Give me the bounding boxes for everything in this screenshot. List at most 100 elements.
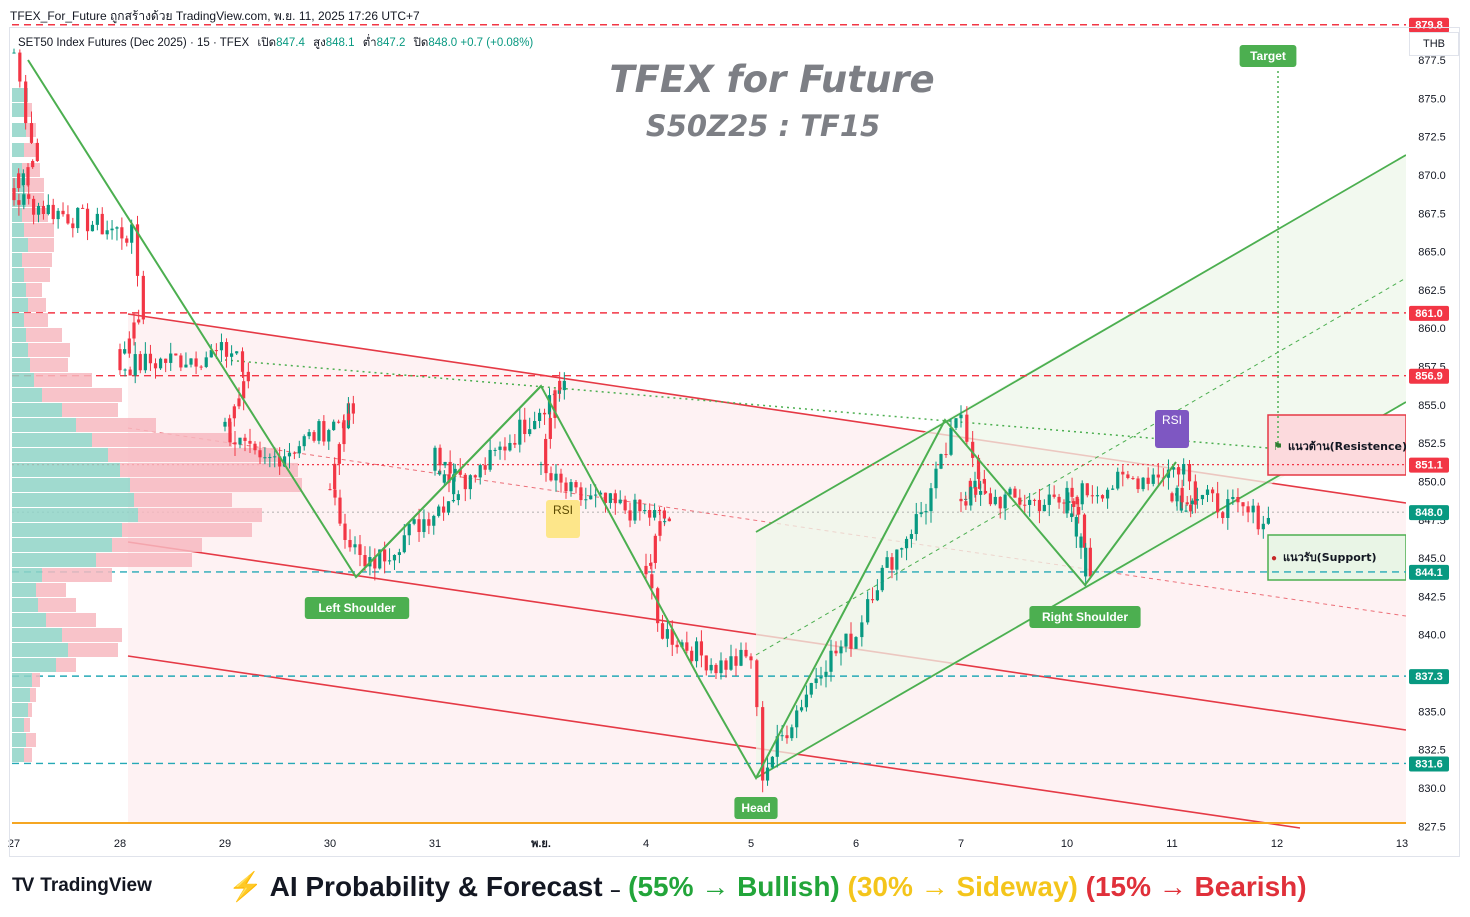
zone-text-1: แนวรับ(Support) bbox=[1283, 551, 1376, 564]
price-label-0: 879.8 bbox=[1415, 20, 1443, 32]
candle-body bbox=[548, 417, 552, 439]
candle-body bbox=[417, 519, 421, 533]
candle-body bbox=[949, 427, 953, 455]
candle-body bbox=[1184, 510, 1188, 512]
candle-body bbox=[1141, 477, 1145, 490]
candle-body bbox=[378, 549, 382, 569]
forecast-prefix: ⚡ AI Probability & Forecast bbox=[228, 871, 603, 902]
candle-body bbox=[498, 446, 502, 450]
candle-body bbox=[613, 493, 617, 504]
candle-body bbox=[1193, 481, 1197, 505]
candle-body bbox=[412, 519, 416, 524]
vp-sell-39 bbox=[30, 688, 36, 702]
candle-body bbox=[32, 198, 36, 215]
candle-body bbox=[268, 457, 272, 459]
candle-body bbox=[488, 449, 492, 470]
candle-body bbox=[844, 633, 848, 647]
candle-body bbox=[478, 465, 482, 478]
vp-buy-24 bbox=[12, 463, 120, 477]
vp-buy-22 bbox=[12, 433, 92, 447]
candle-body bbox=[297, 446, 301, 454]
y-tick-13: 860.0 bbox=[1418, 323, 1446, 335]
candle-body bbox=[988, 493, 993, 505]
candle-body bbox=[554, 473, 558, 481]
candle-body bbox=[253, 443, 257, 451]
candle-body bbox=[959, 498, 963, 502]
candle-body bbox=[233, 442, 237, 445]
candle-body bbox=[1088, 547, 1092, 577]
pattern-ls-leg bbox=[355, 385, 542, 578]
candle-body bbox=[46, 204, 50, 215]
candle-body bbox=[1037, 499, 1042, 512]
x-tick-12: 12 bbox=[1271, 838, 1283, 850]
candle-body bbox=[452, 474, 456, 495]
vp-sell-16 bbox=[28, 343, 70, 357]
candle-body bbox=[1187, 464, 1192, 482]
candle-body bbox=[132, 322, 136, 339]
symbol-name[interactable]: SET50 Index Futures (Dec 2025) · 15 · TF… bbox=[18, 37, 250, 49]
channel-lower-line bbox=[127, 655, 1301, 829]
vp-sell-32 bbox=[36, 583, 66, 597]
candle-body bbox=[974, 487, 978, 495]
candle-body bbox=[749, 656, 753, 661]
vp-sell-3 bbox=[24, 143, 38, 157]
candle-body bbox=[128, 369, 132, 376]
currency-button[interactable]: THB bbox=[1409, 32, 1459, 56]
candle-body bbox=[169, 353, 173, 363]
candle-body bbox=[919, 512, 923, 515]
candle-body bbox=[755, 660, 759, 708]
candle-body bbox=[564, 482, 568, 492]
candle-body bbox=[993, 496, 997, 505]
price-axis[interactable]: 827.5830.0832.5835.0837.5840.0842.5845.0… bbox=[1406, 17, 1459, 854]
vp-buy-42 bbox=[12, 733, 26, 747]
pattern-label-bg bbox=[1029, 606, 1141, 628]
candle-body bbox=[1080, 483, 1084, 505]
price-label-bg-1 bbox=[1409, 305, 1449, 321]
candle-body bbox=[648, 510, 652, 518]
candle-body bbox=[924, 511, 928, 513]
candle-body bbox=[36, 205, 41, 215]
y-tick-16: 867.5 bbox=[1418, 208, 1446, 220]
level-lines-layer bbox=[12, 24, 1406, 824]
candle-body bbox=[834, 650, 838, 654]
x-tick-10: 10 bbox=[1061, 838, 1073, 850]
candle-body bbox=[358, 544, 362, 556]
candle-body bbox=[1042, 504, 1046, 512]
candle-body bbox=[547, 395, 552, 415]
candle-body bbox=[849, 633, 853, 649]
vp-sell-19 bbox=[42, 388, 122, 402]
candle-body bbox=[909, 534, 914, 539]
x-tick-0: 27 bbox=[8, 838, 20, 850]
candle-body bbox=[204, 357, 208, 367]
candle-body bbox=[1175, 487, 1179, 502]
candle-body bbox=[537, 412, 542, 422]
candle-body bbox=[1084, 547, 1088, 577]
candle-body bbox=[594, 494, 598, 496]
time-axis[interactable]: 27 28 29 30 31 พ.ย. 4 5 6 7 10 11 12 13 bbox=[8, 838, 1408, 850]
candle-body bbox=[739, 649, 743, 666]
vp-sell-34 bbox=[46, 613, 96, 627]
vp-sell-42 bbox=[26, 733, 36, 747]
rsi-label-0: RSI bbox=[553, 503, 573, 517]
candle-body bbox=[790, 727, 794, 739]
candle-body bbox=[85, 208, 90, 232]
candle-body bbox=[699, 641, 704, 656]
candle-body bbox=[839, 646, 843, 654]
vp-buy-43 bbox=[12, 748, 24, 762]
candle-body bbox=[513, 442, 517, 445]
candle-body bbox=[238, 437, 242, 445]
candle-body bbox=[1013, 488, 1017, 498]
candle-body bbox=[1065, 487, 1069, 514]
candle-body bbox=[327, 430, 331, 442]
candle-body bbox=[148, 353, 153, 364]
candle-body bbox=[1241, 502, 1245, 507]
candle-body bbox=[468, 475, 472, 490]
candle-body bbox=[387, 560, 392, 562]
vp-sell-9 bbox=[28, 238, 54, 252]
tradingview-logo[interactable]: TV TradingView bbox=[12, 875, 152, 897]
candle-body bbox=[549, 473, 553, 481]
candle-body bbox=[998, 496, 1002, 509]
symbol-legend[interactable]: SET50 Index Futures (Dec 2025) · 15 · TF… bbox=[18, 34, 533, 52]
candle-body bbox=[348, 539, 352, 548]
